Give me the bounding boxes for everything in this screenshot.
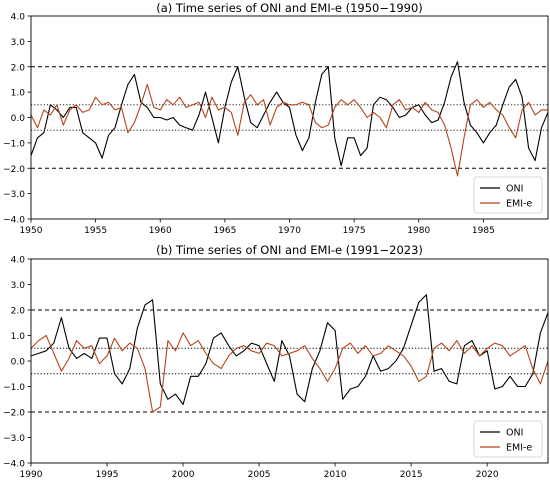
y-tick-label: 3.0 — [11, 281, 26, 291]
legend-label: EMI-e — [506, 199, 532, 210]
legend-label: EMI-e — [506, 443, 532, 454]
x-tick-label: 1975 — [343, 226, 366, 236]
legend: ONI EMI-e — [473, 176, 543, 214]
y-tick-label: 3.0 — [11, 38, 26, 48]
y-tick-label: 4.0 — [11, 256, 26, 266]
y-tick-label: −3.0 — [3, 190, 25, 200]
y-tick-label: −1.0 — [3, 139, 25, 149]
panel-b: (b) Time series of ONI and EMI-e (1991−2… — [3, 243, 549, 480]
x-tick-label: 1985 — [472, 226, 495, 236]
series-line-emi-e — [31, 83, 548, 177]
plot-area — [31, 294, 548, 413]
series-line-emi-e — [31, 332, 548, 413]
y-tick-label: 4.0 — [11, 13, 26, 23]
series-line-oni — [31, 61, 548, 167]
x-tick-label: 1980 — [407, 226, 430, 236]
chart-title: (b) Time series of ONI and EMI-e (1991−2… — [156, 243, 423, 257]
x-tick-label: 1965 — [213, 226, 236, 236]
x-tick-label: 1995 — [96, 470, 119, 480]
y-tick-label: −2.0 — [3, 409, 25, 419]
y-tick-label: −4.0 — [3, 460, 25, 470]
y-tick-label: −1.0 — [3, 383, 25, 393]
plot-area — [31, 61, 548, 177]
y-tick-label: 0.0 — [11, 114, 26, 124]
y-tick-label: −4.0 — [3, 216, 25, 226]
series-line-oni — [31, 294, 548, 405]
y-tick-label: 2.0 — [11, 307, 26, 317]
x-tick-label: 2010 — [324, 470, 347, 480]
x-tick-label: 1950 — [20, 226, 43, 236]
x-tick-label: 1970 — [278, 226, 301, 236]
chart-title: (a) Time series of ONI and EMI-e (1950−1… — [156, 1, 423, 15]
legend-box — [473, 420, 543, 458]
y-tick-label: −2.0 — [3, 165, 25, 175]
x-tick-label: 1960 — [149, 226, 172, 236]
x-tick-label: 2000 — [172, 470, 195, 480]
y-tick-label: 1.0 — [11, 332, 26, 342]
y-tick-label: −3.0 — [3, 434, 25, 444]
x-tick-label: 1990 — [20, 470, 43, 480]
x-tick-label: 2020 — [476, 470, 499, 480]
x-tick-label: 2005 — [248, 470, 271, 480]
y-tick-label: 0.0 — [11, 358, 26, 368]
y-tick-label: 2.0 — [11, 63, 26, 73]
x-tick-label: 1955 — [84, 226, 107, 236]
panel-a: (a) Time series of ONI and EMI-e (1950−1… — [3, 1, 549, 236]
legend-label: ONI — [506, 428, 523, 439]
legend-box — [473, 176, 543, 214]
x-tick-label: 2015 — [400, 470, 423, 480]
legend: ONI EMI-e — [473, 420, 543, 458]
legend-label: ONI — [506, 184, 523, 195]
y-tick-label: 1.0 — [11, 89, 26, 99]
